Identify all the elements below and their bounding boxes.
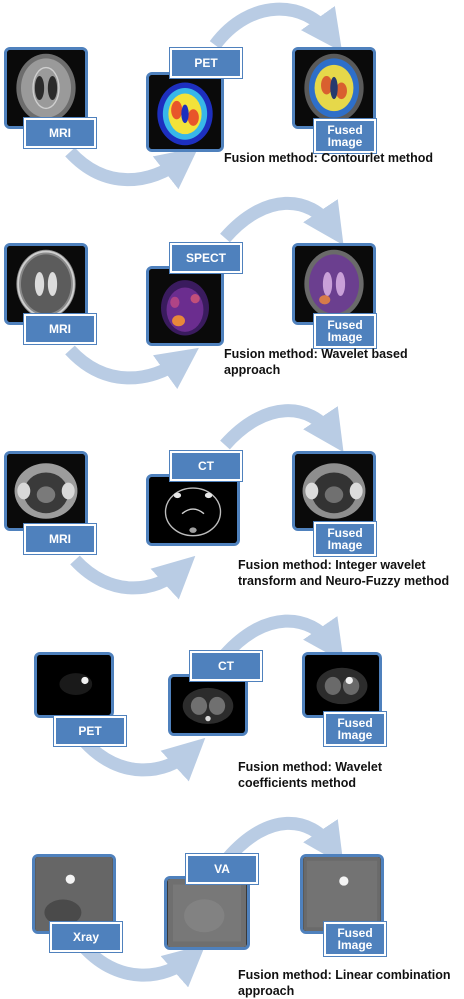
fused-image	[302, 652, 382, 718]
pet-source-image	[34, 652, 114, 718]
source-modality-label: Xray	[50, 922, 122, 952]
source-modality-label: MRI	[24, 118, 96, 148]
arrow-target-to-fused-3	[220, 404, 344, 453]
ct-target-image	[168, 674, 248, 736]
source-modality-label: MRI	[24, 314, 96, 344]
fused-image	[292, 451, 376, 531]
target-modality-label: PET	[170, 48, 242, 78]
fused-image	[292, 243, 376, 325]
fused-image-label: Fused Image	[314, 314, 376, 348]
arrow-source-to-target-2	[65, 345, 199, 390]
arrow-target-to-fused-2	[220, 196, 344, 246]
fused-image-label: Fused Image	[324, 712, 386, 746]
xray-source-image	[32, 854, 116, 934]
target-modality-label: SPECT	[170, 243, 242, 273]
arrow-target-to-fused-5	[223, 816, 344, 866]
arrow-source-to-target-1	[65, 147, 199, 190]
fusion-method-caption: Fusion method: Linear combination approa…	[238, 968, 451, 998]
fusion-method-caption: Fusion method: Integer wavelet transform…	[238, 558, 450, 588]
fusion-method-caption: Fusion method: Wavelet based approach	[224, 347, 408, 377]
mri-source-image	[4, 451, 88, 531]
arrow-source-to-target-5	[80, 943, 206, 988]
mri-source-image	[4, 47, 88, 129]
arrow-target-to-fused-1	[209, 2, 343, 52]
arrow-source-to-target-4	[80, 737, 206, 782]
source-modality-label: PET	[54, 716, 126, 746]
target-modality-label: CT	[190, 651, 262, 681]
fused-image-label: Fused Image	[314, 119, 376, 153]
spect-target-image	[146, 266, 224, 346]
mri-source-image	[4, 243, 88, 325]
fused-image	[292, 47, 376, 129]
va-target-image	[164, 876, 250, 950]
fused-image-label: Fused Image	[314, 522, 376, 556]
pet-target-image	[146, 72, 224, 152]
source-modality-label: MRI	[24, 524, 96, 554]
target-modality-label: VA	[186, 854, 258, 884]
arrow-source-to-target-3	[70, 555, 196, 600]
target-modality-label: CT	[170, 451, 242, 481]
ct-target-image	[146, 474, 240, 546]
arrow-target-to-fused-4	[220, 614, 344, 663]
fused-image	[300, 854, 384, 934]
fused-image-label: Fused Image	[324, 922, 386, 956]
fusion-method-caption: Fusion method: Contourlet method	[224, 151, 434, 165]
fusion-method-caption: Fusion method: Wavelet coefficients meth…	[238, 760, 382, 790]
